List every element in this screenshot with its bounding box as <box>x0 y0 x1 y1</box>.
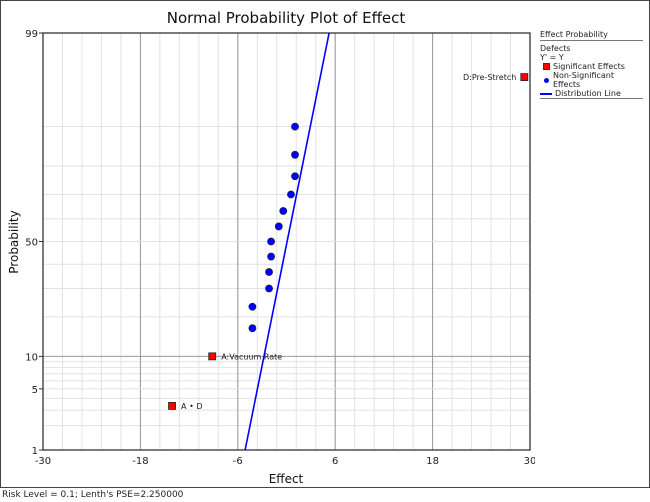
x-tick-label: 18 <box>426 456 439 467</box>
status-bar: Risk Level = 0.1; Lenth's PSE=2.250000 <box>0 487 650 502</box>
y-tick-label: 99 <box>25 29 38 40</box>
x-tick-label: 30 <box>524 456 535 467</box>
significant-point-label: A:Vacuum Rate <box>221 352 282 361</box>
marks: A • D A:Vacuum Rate D:Pre-Stretch <box>168 32 529 451</box>
legend-transform: Y' = Y <box>540 53 564 62</box>
non-significant-point <box>274 222 283 231</box>
non-significant-point <box>267 252 275 261</box>
y-axis-label: Probability <box>7 210 21 273</box>
legend-item-distribution-line: Distribution Line <box>540 89 643 99</box>
x-tick-label: -30 <box>35 456 51 467</box>
blue-circle-icon <box>544 77 549 83</box>
legend-item-significant: Significant Effects <box>540 62 643 71</box>
x-tick-label: 6 <box>332 456 338 467</box>
grid <box>42 33 531 450</box>
legend: Effect Probability Defects Y' = Y Signif… <box>540 30 643 99</box>
chart-title: Normal Probability Plot of Effect <box>167 9 406 27</box>
legend-response: Defects <box>540 44 571 53</box>
significant-point <box>208 352 217 361</box>
y-tick-label: 5 <box>32 385 38 396</box>
non-significant-point <box>267 237 275 246</box>
normal-probability-chart: Normal Probability Plot of Effect -30 -18… <box>7 9 535 486</box>
y-tick-label: 50 <box>25 238 38 249</box>
non-significant-point <box>291 150 299 159</box>
y-tick-label: 1 <box>32 446 38 457</box>
y-tick-label: 10 <box>25 352 38 363</box>
non-significant-point <box>248 302 257 311</box>
non-significant-point <box>248 324 257 333</box>
significant-point <box>168 402 176 410</box>
x-axis-label: Effect <box>269 472 304 486</box>
non-significant-point <box>279 207 288 215</box>
axes: -30 -18 -6 6 18 30 1 5 10 50 99 <box>25 29 535 467</box>
non-significant-point <box>287 190 295 199</box>
non-significant-point <box>265 284 273 293</box>
distribution-line <box>244 32 330 451</box>
x-tick-label: -6 <box>233 456 243 467</box>
significant-point-label: A • D <box>181 402 202 411</box>
legend-title: Effect Probability <box>540 30 643 41</box>
red-square-icon <box>543 63 550 70</box>
x-tick-label: -18 <box>132 456 148 467</box>
non-significant-point <box>291 172 299 181</box>
legend-item-non-significant: Non-Significant Effects <box>540 71 643 89</box>
significant-point <box>520 73 529 81</box>
significant-point-label: D:Pre-Stretch <box>463 73 516 82</box>
blue-line-icon <box>540 92 552 95</box>
non-significant-point <box>265 268 273 276</box>
non-significant-point <box>291 122 299 131</box>
